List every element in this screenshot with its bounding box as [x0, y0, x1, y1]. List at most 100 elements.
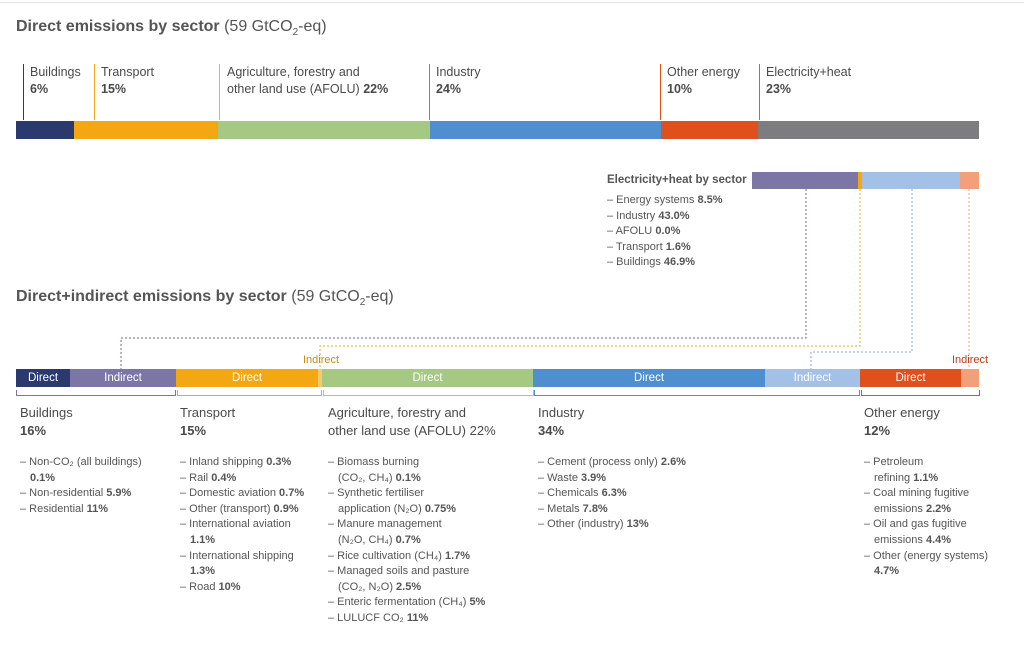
elec-seg-transport — [858, 172, 863, 189]
direct-indirect-bar: Direct Indirect Direct Direct Direct Ind… — [16, 369, 979, 387]
industry-tick — [429, 64, 430, 120]
other-energy-direct-label: Direct — [895, 372, 926, 384]
other-energy-tick — [660, 64, 661, 120]
list-item: 1.3% — [190, 565, 216, 578]
group-header-industry: Industry 34% — [538, 405, 585, 438]
list-item: 4.7% — [874, 565, 900, 578]
list-item: – LULUCF CO₂ 11% — [328, 611, 429, 624]
other-energy-indirect-label: Indirect — [952, 354, 989, 366]
list-item: refining 1.1% — [874, 471, 939, 484]
list-item: – Rail 0.4% — [180, 471, 237, 484]
list-item: – Biomass burning — [328, 456, 420, 468]
buildings-connector — [120, 189, 807, 369]
transport-subsector-list: – Inland shipping 0.3% – Rail 0.4% – Domes… — [180, 455, 304, 595]
transport-bracket — [177, 390, 322, 396]
direct-seg-afolu — [218, 121, 431, 139]
list-item: (N₂O, CH₄) 0.7% — [338, 533, 421, 546]
direct-indirect-total: (59 GtCO2-eq) — [291, 288, 394, 309]
list-item: – Non-CO₂ (all buildings) — [20, 456, 142, 468]
other-energy-subsector-list: – Petroleum refining 1.1% – Coal mining fu… — [864, 455, 988, 580]
list-item: application (N₂O) 0.75% — [338, 502, 457, 515]
list-item: – Other (industry) 13% — [538, 518, 649, 531]
list-item: – Managed soils and pasture — [328, 565, 470, 578]
industry-indirect-label: Indirect — [793, 372, 832, 384]
buildings-direct-label: Direct — [27, 372, 59, 384]
top-label-transport: Transport 15% — [101, 65, 155, 96]
other-energy-indirect-seg — [961, 369, 979, 387]
buildings-indirect-seg — [70, 369, 176, 387]
list-item: – Metals 7.8% — [538, 502, 608, 515]
direct-emissions-title: Direct emissions by sector (59 GtCO2-eq) — [16, 18, 327, 39]
transport-indirect-seg — [318, 369, 322, 387]
group-header-buildings: Buildings 16% — [20, 405, 73, 438]
list-item: – Domestic aviation 0.7% — [180, 487, 305, 500]
afolu-bracket — [323, 390, 534, 396]
top-label-buildings: Buildings 6% — [30, 65, 81, 96]
elec-item-industry: – Industry 43.0% — [607, 209, 690, 222]
list-item: (CO₂, CH₄) 0.1% — [338, 471, 421, 484]
top-rule — [0, 2, 1024, 3]
group-header-other-energy: Other energy 12% — [864, 405, 940, 438]
list-item: – Petroleum — [864, 456, 924, 468]
buildings-indirect-label: Indirect — [104, 372, 142, 384]
transport-direct-label: Direct — [231, 372, 263, 384]
industry-direct-seg — [533, 369, 765, 387]
top-label-afolu: Agriculture, forestry and other land use … — [227, 65, 389, 96]
list-item: – Non-residential 5.9% — [20, 487, 132, 500]
list-item: emissions 4.4% — [874, 533, 952, 546]
elec-title: Electricity+heat by sector — [607, 174, 747, 186]
list-item: – Manure management — [328, 518, 442, 531]
afolu-direct-label: Direct — [412, 372, 443, 384]
electricity-breakdown-bar — [752, 172, 979, 189]
industry-direct-label: Direct — [633, 372, 665, 384]
direct-emissions-total: (59 GtCO2-eq) — [224, 18, 327, 39]
elec-item-afolu: – AFOLU 0.0% — [607, 225, 681, 238]
direct-seg-electricity-heat — [757, 121, 979, 139]
industry-connector — [810, 189, 913, 369]
elec-item-transport: – Transport 1.6% — [607, 240, 691, 253]
direct-indirect-title: Direct+indirect emissions by sector (59 … — [16, 288, 394, 309]
transport-direct-seg — [176, 369, 318, 387]
elec-item-energy: – Energy systems 8.5% — [607, 194, 723, 206]
electricity-tick — [759, 64, 760, 120]
elec-seg-energy-systems — [959, 172, 979, 189]
list-item: – Road 10% — [180, 580, 241, 593]
afolu-direct-seg — [322, 369, 533, 387]
buildings-subsector-list: – Non-CO₂ (all buildings) 0.1% – Non-resid… — [20, 455, 142, 517]
list-item: 0.1% — [30, 471, 56, 484]
list-item: – Other (transport) 0.9% — [180, 502, 299, 515]
direct-seg-other-energy — [661, 121, 758, 139]
transport-connector — [319, 189, 861, 369]
elec-list: – Energy systems 8.5% – Industry 43.0% –… — [607, 193, 723, 271]
elec-seg-industry — [862, 172, 960, 189]
buildings-direct-seg — [16, 369, 70, 387]
elec-item-buildings: – Buildings 46.9% — [607, 256, 696, 269]
industry-indirect-seg — [765, 369, 860, 387]
industry-subsector-list: – Cement (process only) 2.6% – Waste 3.9%… — [538, 455, 686, 533]
list-item: – International aviation — [180, 518, 291, 531]
industry-bracket — [534, 390, 860, 396]
buildings-bracket — [16, 390, 176, 396]
list-item: – Other (energy systems) — [864, 549, 989, 562]
direct-seg-industry — [430, 121, 662, 139]
list-item: (CO₂, N₂O) 2.5% — [338, 580, 422, 593]
list-item: – Chemicals 6.3% — [538, 487, 627, 500]
elec-seg-buildings — [752, 172, 859, 189]
list-item: – Waste 3.9% — [538, 471, 607, 484]
transport-indirect-label: Indirect — [303, 354, 340, 366]
list-item: – Synthetic fertiliser — [328, 487, 424, 500]
list-item: – Inland shipping 0.3% — [180, 456, 292, 468]
other-energy-bracket — [861, 390, 980, 396]
transport-tick — [94, 64, 95, 120]
list-item: emissions 2.2% — [874, 502, 952, 515]
top-label-other-energy: Other energy 10% — [667, 65, 740, 96]
list-item: – Coal mining fugitive — [864, 487, 970, 500]
list-item: – International shipping — [180, 549, 294, 562]
afolu-subsector-list: – Biomass burning (CO₂, CH₄) 0.1% – Synthe… — [328, 455, 485, 627]
list-item: – Rice cultivation (CH₄) 1.7% — [328, 549, 471, 562]
direct-emissions-bar — [16, 121, 979, 139]
list-item: – Cement (process only) 2.6% — [538, 456, 686, 468]
group-header-transport: Transport 15% — [180, 405, 236, 438]
list-item: – Oil and gas fugitive — [864, 518, 967, 531]
